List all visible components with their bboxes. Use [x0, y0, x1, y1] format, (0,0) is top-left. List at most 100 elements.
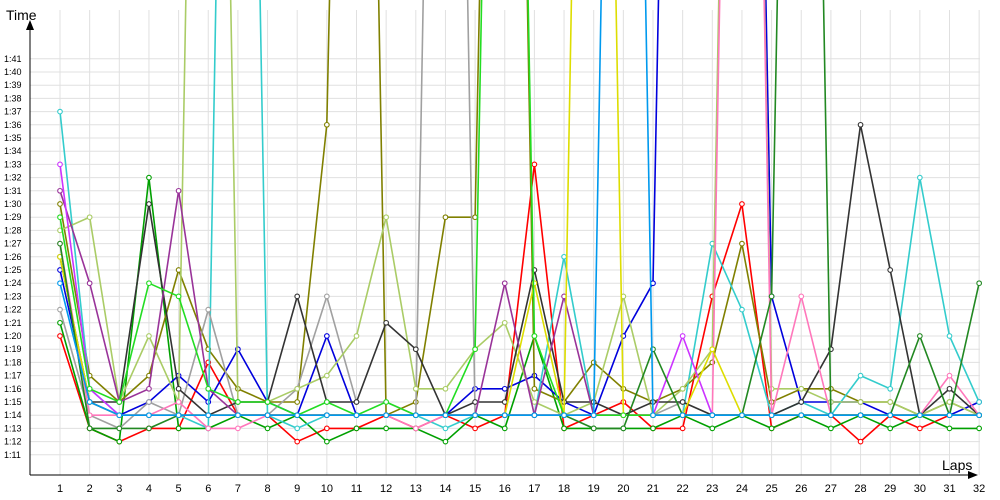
data-point	[472, 214, 478, 221]
data-point	[146, 425, 152, 432]
x-tick-label: 1	[57, 483, 63, 495]
y-tick-label: 1:33	[4, 159, 22, 169]
series-line	[59, 164, 980, 443]
x-tick-label: 13	[410, 483, 422, 495]
data-point	[324, 412, 330, 419]
data-point	[175, 385, 182, 392]
data-point	[383, 214, 390, 221]
y-tick-label: 1:38	[4, 93, 22, 103]
data-point	[679, 385, 686, 392]
x-tick-label: 25	[765, 483, 777, 495]
y-axis-arrow	[26, 20, 34, 30]
data-point	[857, 121, 864, 128]
x-tick-label: 16	[499, 483, 511, 495]
data-point	[353, 425, 360, 432]
data-point	[412, 412, 419, 419]
data-point	[205, 306, 212, 313]
data-point	[442, 385, 449, 392]
y-tick-label: 1:12	[4, 437, 22, 447]
data-point	[857, 412, 864, 419]
data-point	[294, 293, 301, 300]
data-point	[620, 412, 627, 419]
data-point	[946, 372, 953, 379]
data-point	[86, 425, 93, 432]
x-tick-label: 17	[528, 483, 540, 495]
data-point	[887, 412, 894, 419]
x-tick-label: 3	[116, 483, 122, 495]
y-tick-label: 1:32	[4, 173, 22, 183]
data-point	[857, 438, 864, 445]
data-point	[501, 385, 508, 392]
y-tick-label: 1:23	[4, 291, 22, 301]
data-point	[294, 425, 301, 432]
data-point	[590, 425, 597, 432]
data-point	[86, 385, 93, 392]
data-point	[324, 121, 330, 128]
data-point	[916, 333, 923, 339]
data-point	[472, 399, 478, 405]
y-tick-label: 1:29	[4, 212, 22, 222]
data-point	[235, 425, 241, 432]
x-tick-label: 30	[914, 483, 926, 495]
data-point	[739, 306, 745, 313]
data-point	[798, 399, 805, 405]
data-point	[116, 425, 123, 432]
data-point	[175, 187, 182, 194]
data-point	[501, 319, 508, 326]
data-point	[146, 333, 152, 339]
data-point	[353, 399, 360, 405]
data-point	[146, 174, 152, 181]
y-tick-label: 1:22	[4, 305, 22, 315]
x-tick-label: 5	[176, 483, 182, 495]
x-tick-label: 6	[205, 483, 211, 495]
x-tick-label: 8	[264, 483, 270, 495]
y-tick-label: 1:18	[4, 357, 22, 367]
y-tick-label: 1:39	[4, 80, 22, 90]
x-tick-label: 28	[854, 483, 866, 495]
data-point	[946, 412, 953, 419]
y-tick-label: 1:11	[4, 450, 21, 460]
y-tick-label: 1:34	[4, 146, 22, 156]
data-point	[531, 399, 538, 405]
data-point	[324, 372, 330, 379]
x-tick-label: 26	[795, 483, 807, 495]
data-point	[828, 425, 834, 432]
data-point	[501, 425, 508, 432]
data-point	[294, 385, 301, 392]
data-point	[768, 412, 775, 419]
data-point	[946, 333, 953, 339]
data-point	[709, 425, 716, 432]
y-tick-label: 1:19	[4, 344, 22, 354]
y-tick-label: 1:28	[4, 225, 22, 235]
y-tick-label: 1:41	[4, 54, 22, 64]
data-point	[146, 280, 152, 287]
y-tick-label: 1:14	[4, 410, 22, 420]
data-point	[324, 399, 330, 405]
data-point	[501, 399, 508, 405]
x-tick-label: 22	[677, 483, 689, 495]
data-point	[412, 425, 419, 432]
x-tick-label: 32	[973, 483, 985, 495]
data-point	[916, 174, 923, 181]
y-axis-title: Time	[6, 7, 37, 23]
data-point	[294, 399, 301, 405]
data-point	[57, 108, 63, 115]
x-tick-label: 21	[647, 483, 659, 495]
data-point	[146, 399, 152, 405]
y-tick-label: 1:20	[4, 331, 22, 341]
data-point	[768, 293, 775, 300]
data-point	[531, 385, 538, 392]
data-point	[353, 412, 360, 419]
x-tick-label: 4	[146, 483, 152, 495]
data-point	[946, 399, 953, 405]
data-point	[146, 412, 152, 419]
data-point	[679, 333, 686, 339]
x-tick-label: 31	[943, 483, 955, 495]
y-tick-label: 1:13	[4, 423, 22, 433]
x-tick-label: 9	[294, 483, 300, 495]
data-point	[887, 425, 894, 432]
data-point	[887, 385, 894, 392]
data-point	[205, 412, 212, 419]
data-point	[86, 399, 93, 405]
